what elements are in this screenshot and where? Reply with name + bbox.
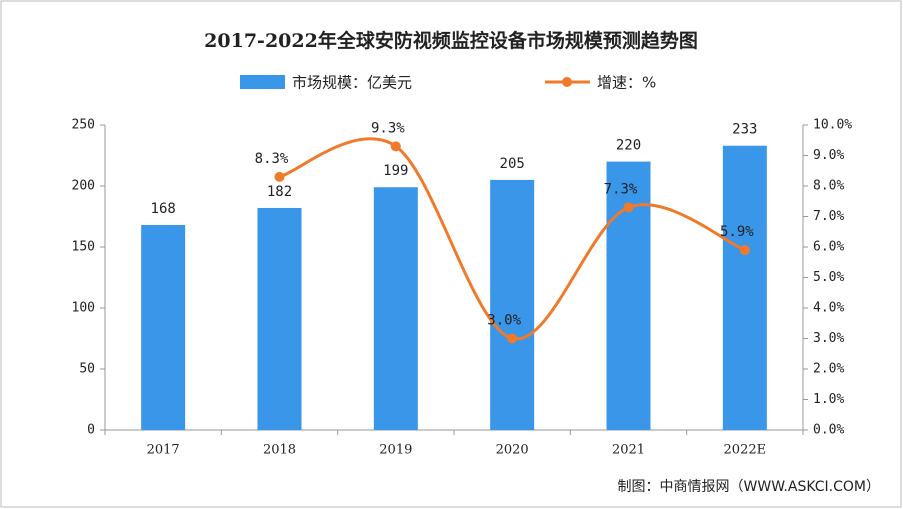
legend-swatch [562, 77, 572, 87]
x-tick-label: 2020 [496, 443, 529, 458]
y2-tick-label: 2.0% [813, 362, 844, 377]
x-tick-label: 2022E [724, 443, 767, 458]
y2-tick-label: 0.0% [813, 423, 844, 438]
y2-tick-label: 9.0% [813, 148, 844, 163]
growth-point [390, 141, 401, 152]
x-tick-label: 2019 [379, 443, 412, 458]
bar [141, 225, 186, 430]
bar-label: 168 [151, 201, 176, 217]
y-tick-label: 50 [79, 362, 95, 377]
growth-point [739, 245, 750, 256]
y2-tick-label: 10.0% [813, 118, 852, 133]
y2-tick-label: 5.0% [813, 270, 844, 285]
y2-tick-label: 7.0% [813, 209, 844, 224]
x-tick-label: 2017 [147, 443, 180, 458]
legend-label: 市场规模：亿美元 [292, 74, 412, 92]
y2-tick-label: 4.0% [813, 301, 844, 316]
growth-point [623, 202, 634, 213]
y-tick-label: 0 [87, 423, 95, 438]
bar-label: 220 [616, 138, 641, 154]
y-tick-label: 200 [72, 179, 95, 194]
x-tick-label: 2018 [263, 443, 296, 458]
bar [373, 187, 418, 430]
line-label: 7.3% [604, 181, 638, 197]
y-tick-label: 250 [72, 118, 95, 133]
y-tick-label: 150 [72, 240, 95, 255]
growth-point [274, 171, 285, 182]
line-label: 5.9% [720, 224, 754, 240]
bar [257, 207, 302, 430]
y2-tick-label: 8.0% [813, 179, 844, 194]
bar [722, 145, 767, 431]
line-label: 9.3% [371, 120, 405, 136]
line-label: 8.3% [255, 151, 289, 167]
x-tick-label: 2021 [612, 443, 645, 458]
y2-tick-label: 3.0% [813, 331, 844, 346]
y2-tick-label: 6.0% [813, 240, 844, 255]
legend-label: 增速：% [597, 74, 656, 92]
bar-label: 233 [732, 122, 757, 138]
bar-label: 182 [267, 184, 292, 200]
bar-label: 205 [500, 156, 525, 172]
line-label: 3.0% [487, 313, 521, 329]
y-tick-label: 100 [72, 301, 95, 316]
legend-swatch [240, 75, 285, 89]
bar-label: 199 [383, 163, 408, 179]
y2-tick-label: 1.0% [813, 392, 844, 407]
source: 制图：中商情报网（WWW.ASKCI.COM） [618, 479, 880, 495]
growth-point [507, 333, 518, 344]
chart-title: 2017-2022年全球安防视频监控设备市场规模预测趋势图 [204, 29, 698, 52]
bar [606, 161, 651, 430]
bar [490, 179, 535, 430]
